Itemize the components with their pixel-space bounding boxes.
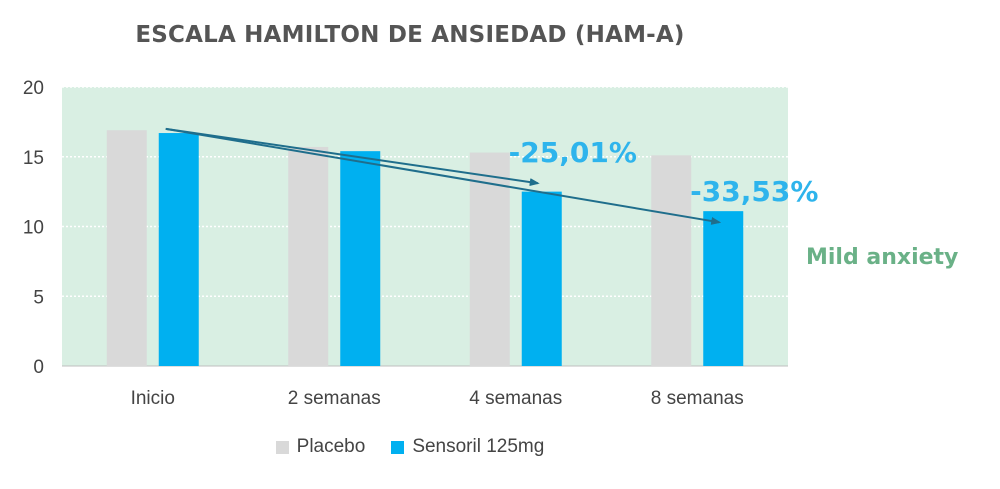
y-tick-label: 20	[23, 78, 44, 99]
legend-swatch-placebo	[275, 440, 289, 454]
bar-placebo-3	[651, 155, 692, 366]
legend-swatch-sensoril	[391, 440, 405, 454]
y-tick-label: 0	[33, 357, 44, 378]
x-tick-label: 2 semanas	[288, 388, 381, 409]
change-callout: -33,53%	[690, 175, 818, 208]
chart-title: ESCALA HAMILTON DE ANSIEDAD (HAM-A)	[135, 22, 685, 48]
x-tick-label: 8 semanas	[651, 388, 744, 409]
trend-arrow	[165, 127, 722, 225]
y-tick-label: 15	[23, 148, 44, 169]
trend-arrow	[165, 127, 540, 187]
x-tick-label: 4 semanas	[469, 388, 562, 409]
legend-item-sensoril: Sensoril 125mg	[391, 436, 544, 458]
chart-legend: Placebo Sensoril 125mg	[0, 436, 820, 458]
y-tick-label: 5	[33, 287, 44, 308]
bar-sensoril-2	[521, 191, 562, 366]
bar-sensoril-1	[340, 151, 381, 366]
bar-placebo-1	[288, 146, 329, 366]
change-callout: -25,01%	[509, 136, 637, 169]
bar-placebo-0	[106, 130, 147, 366]
bar-sensoril-3	[703, 211, 744, 366]
side-label-mild-anxiety: Mild anxiety	[806, 245, 958, 270]
y-tick-label: 10	[23, 218, 44, 239]
legend-label-placebo: Placebo	[296, 436, 366, 457]
legend-item-placebo: Placebo	[275, 436, 366, 458]
bar-sensoril-0	[158, 133, 199, 366]
bar-placebo-2	[469, 152, 510, 366]
x-tick-label: Inicio	[131, 388, 175, 409]
legend-label-sensoril: Sensoril 125mg	[412, 436, 545, 457]
